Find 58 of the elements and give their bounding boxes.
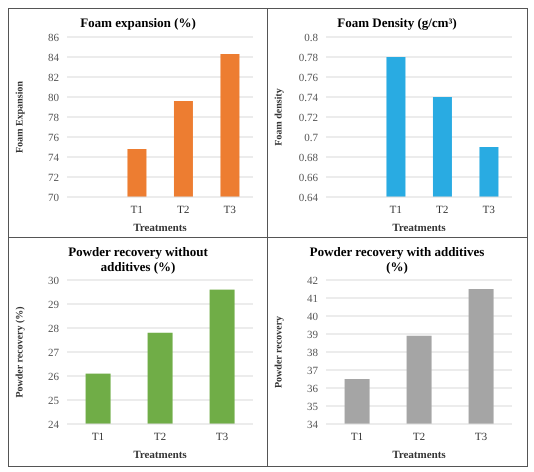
x-axis-title: Treatments (133, 449, 188, 461)
y-tick-label: 35 (307, 400, 318, 413)
x-tick-label: T1 (92, 430, 104, 443)
chart-title: Powder recovery with additives (%) (308, 244, 486, 274)
y-tick-label: 42 (307, 274, 318, 287)
x-axis-title: Treatments (392, 449, 446, 461)
y-tick-label: 74 (48, 152, 60, 164)
y-axis-title: Foam Expansion (14, 80, 26, 153)
x-tick-label: T2 (436, 204, 448, 216)
y-tick-label: 36 (307, 382, 318, 395)
x-tick-label: T1 (350, 430, 364, 443)
y-tick-label: 82 (48, 72, 59, 84)
y-axis-title: Powder recovery (%) (14, 306, 26, 398)
y-tick-label: 30 (48, 274, 60, 287)
x-tick-label: T3 (216, 430, 229, 443)
y-tick-label: 41 (307, 292, 318, 305)
chart-title: Foam expansion (%) (79, 15, 197, 31)
y-tick-label: 26 (48, 370, 60, 383)
y-tick-label: 72 (48, 172, 59, 184)
y-tick-label: 78 (48, 112, 60, 124)
y-tick-label: 0.74 (298, 92, 318, 104)
y-tick-label: 37 (307, 364, 318, 377)
y-tick-label: 70 (48, 192, 60, 204)
y-tick-label: 38 (307, 346, 318, 359)
y-tick-label: 40 (307, 310, 318, 323)
y-tick-label: 29 (48, 298, 60, 311)
y-axis-title: Foam density (274, 88, 285, 146)
y-axis-title: Powder recovery (274, 316, 285, 388)
x-tick-label: T1 (390, 204, 402, 216)
y-tick-label: 84 (48, 52, 60, 64)
x-axis-title: Treatments (392, 222, 446, 234)
x-tick-label: T2 (154, 430, 166, 443)
y-tick-label: 0.72 (298, 112, 318, 124)
y-tick-label: 34 (307, 418, 318, 431)
y-tick-label: 0.76 (298, 72, 318, 84)
x-tick-label: T3 (474, 430, 488, 443)
x-axis-title: Treatments (133, 222, 188, 234)
y-tick-label: 39 (307, 328, 318, 341)
y-tick-label: 0.7 (304, 132, 318, 144)
y-tick-label: 0.8 (304, 32, 318, 44)
y-tick-label: 28 (48, 322, 60, 335)
chart-title: Foam Density (g/cm³) (336, 15, 458, 31)
y-tick-label: 76 (48, 132, 60, 144)
y-tick-label: 27 (48, 346, 60, 359)
y-tick-label: 86 (48, 32, 60, 44)
y-tick-label: 24 (48, 418, 60, 431)
x-tick-label: T2 (412, 430, 426, 443)
x-tick-label: T3 (224, 204, 236, 216)
x-tick-label: T2 (177, 204, 190, 216)
x-tick-label: T1 (130, 204, 143, 216)
x-tick-label: T3 (482, 204, 496, 216)
y-tick-label: 0.64 (298, 192, 318, 204)
y-tick-label: 80 (48, 92, 60, 104)
chart-title: Powder recovery without additives (%) (67, 244, 209, 274)
y-tick-label: 25 (48, 394, 60, 407)
y-tick-label: 0.68 (298, 152, 318, 164)
y-tick-label: 0.66 (298, 172, 318, 184)
y-tick-label: 0.78 (298, 52, 318, 64)
